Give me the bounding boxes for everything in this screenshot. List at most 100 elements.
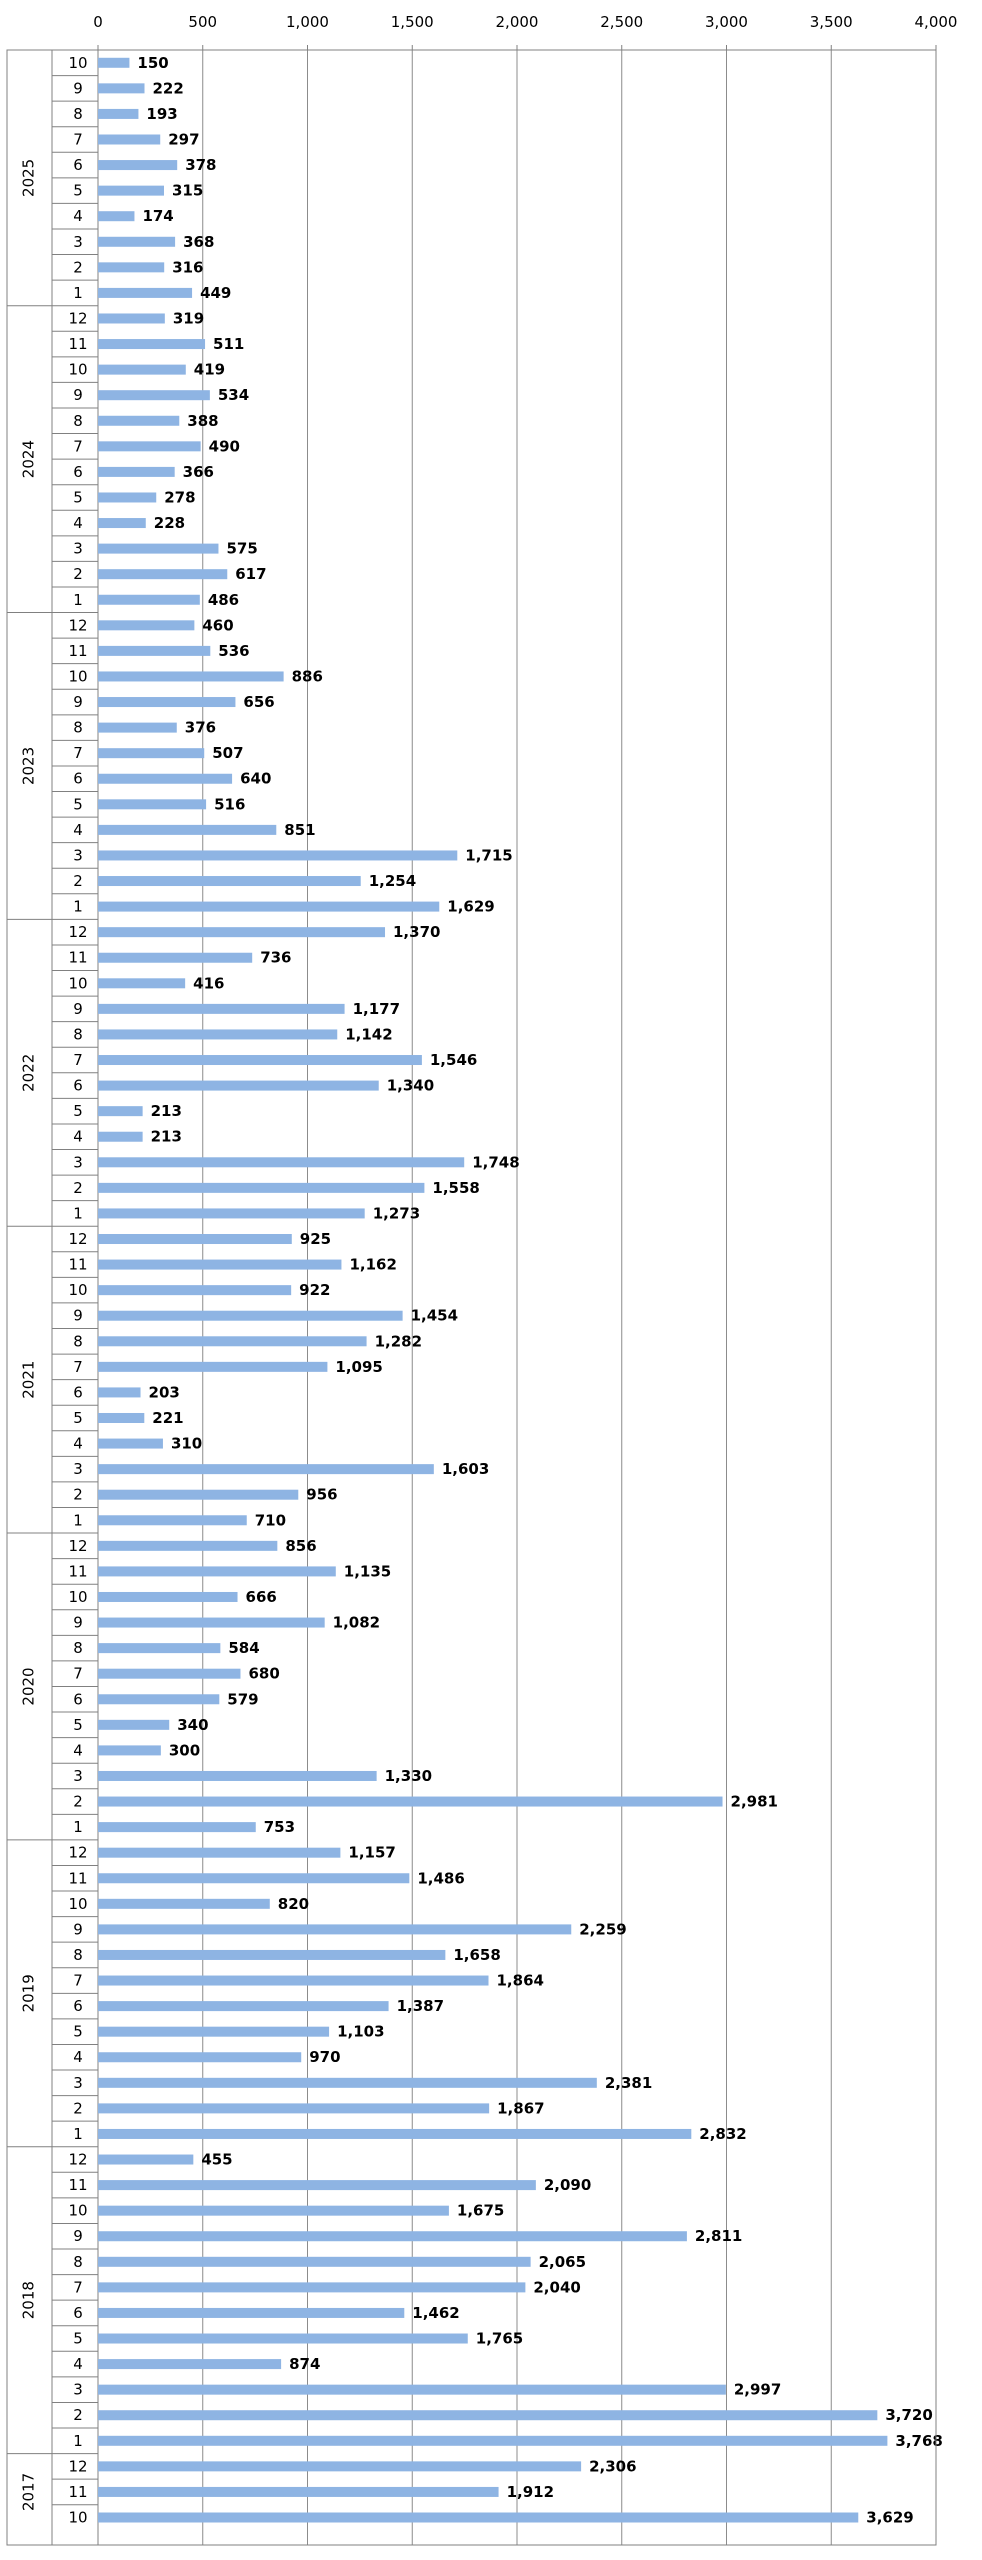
month-label: 3 (73, 846, 83, 864)
bar (98, 1055, 422, 1066)
bar (98, 1975, 489, 1986)
month-label: 3 (73, 1767, 83, 1785)
bar (98, 1515, 247, 1526)
month-label: 12 (68, 923, 87, 941)
data-label: 213 (151, 1102, 182, 1120)
month-label: 1 (73, 898, 83, 916)
month-label: 4 (73, 1128, 83, 1146)
data-label: 886 (292, 667, 323, 685)
month-label: 4 (73, 821, 83, 839)
data-label: 2,381 (605, 2074, 652, 2092)
bar (98, 1412, 145, 1423)
month-label: 3 (73, 2381, 83, 2399)
data-label: 640 (240, 770, 271, 788)
data-label: 278 (164, 488, 195, 506)
data-label: 851 (284, 821, 315, 839)
month-label: 6 (73, 1383, 83, 1401)
month-label: 9 (73, 1614, 83, 1632)
month-label: 10 (68, 974, 87, 992)
month-label: 11 (68, 1869, 87, 1887)
bar (98, 2307, 405, 2318)
month-label: 9 (73, 79, 83, 97)
month-label: 4 (73, 207, 83, 225)
bar (98, 2001, 389, 2012)
x-tick-label: 3,000 (705, 13, 748, 31)
bar (98, 645, 211, 656)
data-label: 2,306 (589, 2457, 636, 2475)
data-label: 1,603 (442, 1460, 489, 1478)
bar (98, 57, 130, 68)
month-label: 1 (73, 591, 83, 609)
month-label: 2 (73, 1793, 83, 1811)
bar (98, 927, 386, 938)
month-label: 11 (68, 335, 87, 353)
month-label: 11 (68, 2483, 87, 2501)
x-tick-label: 0 (93, 13, 103, 31)
month-label: 7 (73, 1665, 83, 1683)
data-label: 376 (185, 719, 216, 737)
data-label: 1,715 (465, 846, 512, 864)
month-label: 2 (73, 2099, 83, 2117)
bar (98, 543, 219, 554)
bar (98, 287, 193, 298)
data-label: 366 (183, 463, 214, 481)
bar (98, 1643, 221, 1654)
data-label: 925 (300, 1230, 331, 1248)
data-label: 511 (213, 335, 244, 353)
data-label: 340 (177, 1716, 208, 1734)
data-label: 1,254 (369, 872, 416, 890)
bar (98, 2461, 582, 2472)
month-label: 7 (73, 1358, 83, 1376)
data-label: 1,454 (411, 1307, 458, 1325)
month-label: 3 (73, 1153, 83, 1171)
month-label: 11 (68, 1562, 87, 1580)
month-label: 5 (73, 2023, 83, 2041)
month-label: 7 (73, 2278, 83, 2296)
month-label: 4 (73, 2048, 83, 2066)
data-label: 486 (208, 591, 239, 609)
month-label: 6 (73, 2304, 83, 2322)
data-label: 666 (246, 1588, 277, 1606)
bar (98, 1770, 377, 1781)
data-label: 2,811 (695, 2227, 742, 2245)
data-label: 449 (200, 284, 231, 302)
month-label: 10 (68, 54, 87, 72)
bar (98, 466, 175, 477)
data-label: 1,462 (412, 2304, 459, 2322)
data-label: 2,981 (731, 1793, 778, 1811)
data-label: 1,546 (430, 1051, 477, 1069)
bar (98, 1822, 256, 1833)
data-label: 1,157 (348, 1844, 395, 1862)
bar (98, 1182, 425, 1193)
bar (98, 1234, 292, 1245)
month-label: 6 (73, 463, 83, 481)
data-label: 2,259 (579, 1920, 626, 1938)
data-label: 1,558 (432, 1179, 479, 1197)
data-label: 680 (248, 1665, 279, 1683)
bar (98, 236, 176, 247)
data-label: 455 (201, 2151, 232, 2169)
month-label: 12 (68, 616, 87, 634)
month-label: 5 (73, 1409, 83, 1427)
month-label: 1 (73, 2125, 83, 2143)
month-label: 9 (73, 2227, 83, 2245)
bar (98, 722, 177, 733)
month-label: 12 (68, 1537, 87, 1555)
data-label: 1,082 (333, 1614, 380, 1632)
data-label: 3,629 (866, 2509, 913, 2527)
bar (98, 2359, 282, 2370)
x-tick-label: 1,500 (391, 13, 434, 31)
bar (98, 415, 180, 426)
month-label: 11 (68, 642, 87, 660)
month-label: 8 (73, 1332, 83, 1350)
bar (98, 339, 206, 350)
bars (98, 57, 888, 2523)
month-label: 12 (68, 2151, 87, 2169)
bar (98, 1106, 143, 1117)
category-axis: 1098765432120251211109876543212024121110… (7, 50, 98, 2545)
data-label: 460 (202, 616, 233, 634)
data-label: 534 (218, 386, 249, 404)
bar (98, 594, 200, 605)
